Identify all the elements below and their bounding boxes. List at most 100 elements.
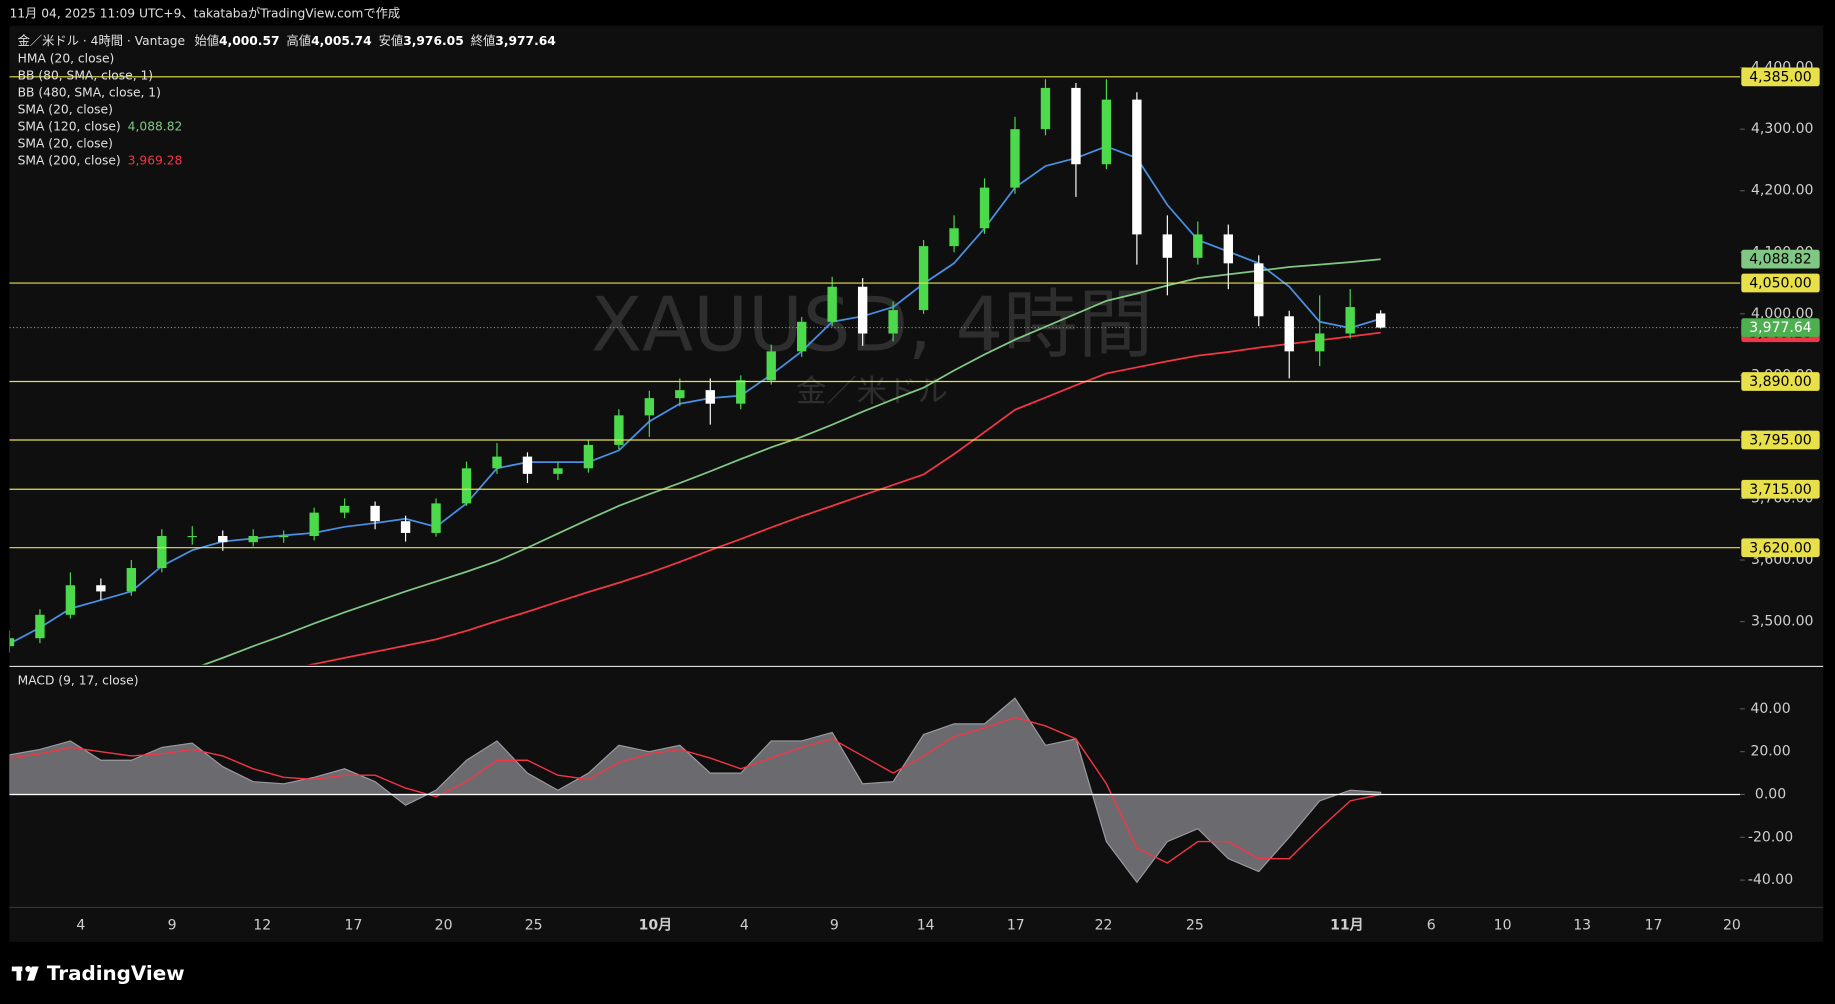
candle-body xyxy=(1254,263,1264,317)
indicator-name: HMA (20, close) xyxy=(18,51,115,65)
ohlc-name: 高値 xyxy=(287,32,312,47)
macd-y-tick-label: -20.00 xyxy=(1748,829,1793,845)
candle-body xyxy=(492,456,502,469)
logo-shape xyxy=(25,965,32,972)
level-label: 3,715.00 xyxy=(1749,482,1811,498)
level-label-box xyxy=(1741,479,1820,499)
indicator-name: SMA (120, close) xyxy=(18,119,121,133)
candle-body xyxy=(766,351,776,381)
x-tick-label: 9 xyxy=(830,918,839,934)
candle-body xyxy=(675,390,685,399)
macd-y-tick-label: 0.00 xyxy=(1755,786,1786,802)
candle-body xyxy=(218,536,228,543)
candle-body xyxy=(583,444,594,469)
candle-body xyxy=(1193,234,1203,258)
price-tag-box xyxy=(1741,318,1820,337)
candle-body xyxy=(644,398,655,416)
candle-body xyxy=(1101,99,1112,165)
x-tick-label: 4 xyxy=(76,918,85,934)
indicator-line xyxy=(306,331,1381,665)
level-label-box xyxy=(1741,430,1820,450)
y-tick-label: 4,200.00 xyxy=(1751,183,1813,199)
candle-body xyxy=(126,568,137,592)
level-label: 3,890.00 xyxy=(1749,374,1811,390)
candle-body xyxy=(1071,87,1081,165)
logo: TradingView xyxy=(11,962,185,985)
candle-body xyxy=(949,228,959,247)
candle-body xyxy=(522,456,533,474)
indicator-value: 4,088.82 xyxy=(128,119,183,133)
indicator-name: SMA (20, close) xyxy=(18,102,113,116)
y-tick-label: 3,500.00 xyxy=(1751,614,1813,630)
candle-body xyxy=(553,468,563,474)
x-tick-label: 17 xyxy=(1645,918,1663,934)
y-tick-label: 4,000.00 xyxy=(1751,306,1813,322)
candle-body xyxy=(400,521,411,533)
candle-body xyxy=(705,390,715,404)
candle-body xyxy=(9,638,15,647)
indicator-legend: SMA (20, close) xyxy=(18,102,113,116)
level-label-box xyxy=(1741,273,1820,293)
candle-body xyxy=(1162,234,1173,258)
watermark-sub: 金／米ドル xyxy=(796,375,948,410)
candle-body xyxy=(918,246,929,311)
indicator-value: 3,969.28 xyxy=(128,153,183,167)
candle-body xyxy=(339,505,350,513)
candle-body xyxy=(65,585,76,615)
x-tick-label: 4 xyxy=(740,918,749,934)
ohlc-name: 始値 xyxy=(194,32,219,47)
indicator-legend: BB (80, SMA, close, 1) xyxy=(18,68,153,82)
ohlc-value: 4,005.74 xyxy=(311,33,372,47)
candle-body xyxy=(1284,316,1294,352)
candle-body xyxy=(888,310,898,334)
x-tick-label: 25 xyxy=(1186,918,1204,934)
x-tick-label: 25 xyxy=(525,918,543,934)
indicator-name: SMA (200, close) xyxy=(18,153,121,167)
indicator-legend: SMA (120, close) 4,088.82 xyxy=(18,119,183,133)
macd-signal xyxy=(9,716,1381,864)
candle-body xyxy=(736,380,746,404)
x-tick-label: 14 xyxy=(917,918,935,934)
candle-body xyxy=(827,286,837,322)
x-tick-label: 11月 xyxy=(1330,918,1364,934)
level-label-box xyxy=(1741,538,1820,558)
indicator-line xyxy=(201,258,1381,665)
candle-body xyxy=(248,536,258,543)
candle-body xyxy=(279,536,289,538)
indicator-legend: SMA (20, close) xyxy=(18,136,113,150)
ohlc-name: 終値 xyxy=(471,32,496,47)
level-label: 3,620.00 xyxy=(1749,540,1811,556)
macd-y-tick-label: -40.00 xyxy=(1748,872,1793,888)
candle-body xyxy=(1223,234,1233,264)
logo-shape xyxy=(16,966,22,981)
macd-title: MACD (9, 17, close) xyxy=(18,674,139,688)
level-label-box xyxy=(1741,67,1820,87)
indicator-legend: SMA (200, close) 3,969.28 xyxy=(18,153,183,167)
candle-body xyxy=(1345,307,1355,334)
macd-area xyxy=(9,697,1382,884)
x-tick-label: 17 xyxy=(345,918,363,934)
indicator-legend: HMA (20, close) xyxy=(18,51,115,65)
symbol: 金／米ドル · 4時間 · Vantage xyxy=(18,32,185,47)
candle-body xyxy=(1010,129,1020,188)
header: 11月 04, 2025 11:09 UTC+9、takatabaがTradin… xyxy=(9,6,400,21)
series-tag-box xyxy=(1741,249,1820,269)
level-label: 4,050.00 xyxy=(1749,276,1811,292)
candle-body xyxy=(187,536,197,538)
candle-body xyxy=(157,536,167,569)
ohlc-value: 3,976.05 xyxy=(403,33,464,47)
indicator-name: SMA (20, close) xyxy=(18,136,113,150)
level-label: 4,385.00 xyxy=(1749,69,1811,85)
candle-body xyxy=(309,512,319,537)
x-tick-label: 20 xyxy=(435,918,453,934)
indicator-name: BB (80, SMA, close, 1) xyxy=(18,68,153,82)
candle-body xyxy=(35,614,45,639)
x-tick-label: 17 xyxy=(1007,918,1025,934)
indicator-line xyxy=(9,145,1381,645)
logo-shape xyxy=(27,966,39,981)
series-tag: 4,088.82 xyxy=(1749,252,1811,268)
macd-y-tick-label: 20.00 xyxy=(1750,744,1790,760)
